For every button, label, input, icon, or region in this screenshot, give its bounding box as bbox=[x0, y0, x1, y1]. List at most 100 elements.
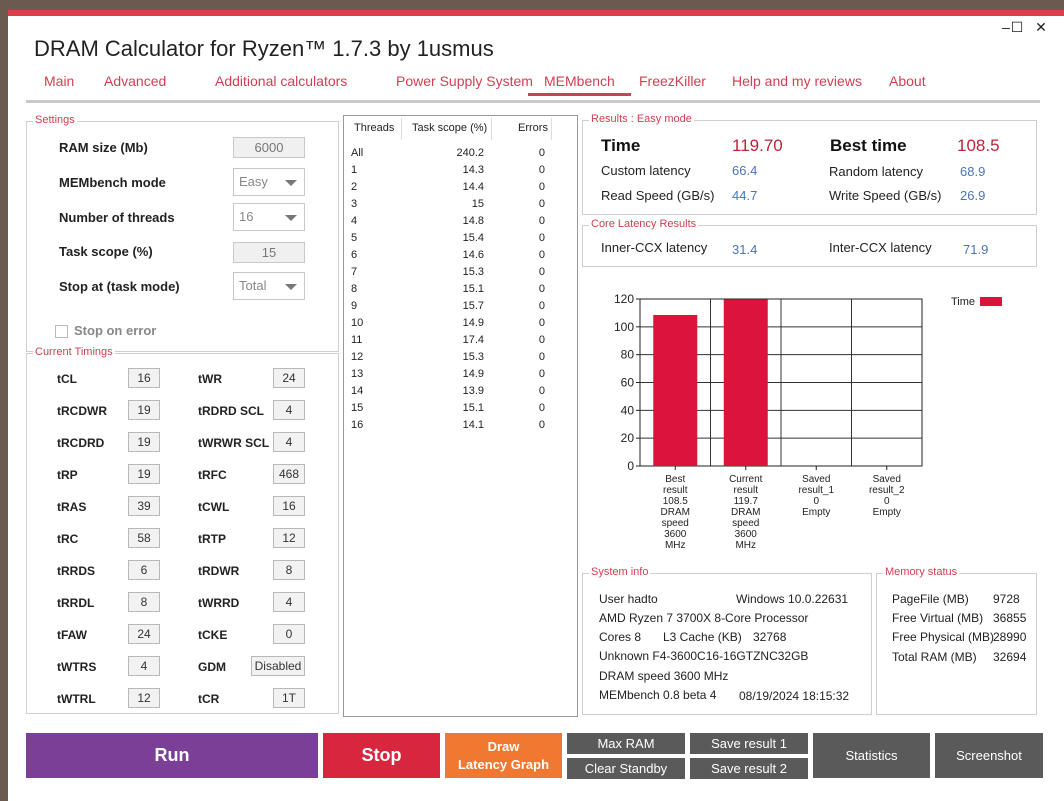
task-scope-cell: 17.4 bbox=[462, 334, 484, 346]
l3-cache-value: 32768 bbox=[753, 630, 787, 644]
x-tick-label: Best bbox=[665, 474, 685, 485]
timing-value[interactable]: 4 bbox=[273, 400, 305, 420]
dram-speed: DRAM speed 3600 MHz bbox=[599, 669, 729, 683]
user-name: User hadto bbox=[599, 592, 658, 606]
timing-value[interactable]: 4 bbox=[128, 656, 160, 676]
x-tick-label: speed bbox=[662, 518, 689, 529]
timing-value[interactable]: 24 bbox=[273, 368, 305, 388]
free-virtual-value: 36855 bbox=[993, 611, 1027, 625]
task-scope-cell: 15.3 bbox=[462, 266, 484, 278]
close-button[interactable]: ✕ bbox=[1035, 19, 1047, 35]
thread-id-cell: 12 bbox=[351, 351, 364, 363]
thread-id-cell: 10 bbox=[351, 317, 364, 329]
timing-value[interactable]: 16 bbox=[128, 368, 160, 388]
timing-value[interactable]: 19 bbox=[128, 432, 160, 452]
tab-main[interactable]: Main bbox=[44, 73, 75, 89]
errors-cell: 0 bbox=[538, 164, 545, 176]
timings-title: Current Timings bbox=[33, 346, 115, 358]
y-tick-label: 120 bbox=[614, 292, 634, 306]
timing-value[interactable]: 39 bbox=[128, 496, 160, 516]
membench-mode-select[interactable]: Easy bbox=[233, 168, 305, 196]
draw-button-line2: Latency Graph bbox=[457, 757, 550, 772]
os-version: Windows 10.0.22631 bbox=[736, 592, 849, 606]
task-scope-field[interactable]: 15 bbox=[233, 242, 305, 263]
stop-on-error-checkbox[interactable] bbox=[55, 325, 68, 338]
tab-membench[interactable]: MEMbench bbox=[528, 73, 631, 96]
timing-label: tCWL bbox=[198, 500, 230, 514]
x-tick-label: result_1 bbox=[798, 485, 834, 496]
core-count: Cores 8 bbox=[599, 630, 642, 644]
task-scope-cell: 15.7 bbox=[462, 300, 484, 312]
timing-value[interactable]: 19 bbox=[128, 400, 160, 420]
system-info-group: System info User hadto Windows 10.0.2263… bbox=[582, 566, 872, 715]
errors-cell: 0 bbox=[538, 317, 545, 329]
timing-value[interactable]: 0 bbox=[273, 624, 305, 644]
free-physical-value: 28990 bbox=[993, 630, 1027, 644]
pagefile-label: PageFile (MB) bbox=[892, 592, 969, 606]
timing-value[interactable]: 4 bbox=[273, 592, 305, 612]
tab-additional-calculators[interactable]: Additional calculators bbox=[215, 73, 348, 89]
errors-cell: 0 bbox=[538, 232, 545, 244]
thread-id-cell: 14 bbox=[351, 385, 364, 397]
timing-label: tRDWR bbox=[198, 564, 240, 578]
best-time-value: 108.5 bbox=[957, 136, 1000, 155]
stop-at-select[interactable]: Total bbox=[233, 272, 305, 300]
settings-title: Settings bbox=[33, 114, 77, 126]
memory-module: Unknown F4-3600C16-16GTZNC32GB bbox=[599, 649, 809, 663]
errors-cell: 0 bbox=[538, 249, 545, 261]
timing-value[interactable]: 16 bbox=[273, 496, 305, 516]
run-timestamp: 08/19/2024 18:15:32 bbox=[739, 689, 850, 703]
tab-advanced[interactable]: Advanced bbox=[104, 73, 167, 89]
minimize-button[interactable]: – bbox=[1002, 19, 1010, 35]
timing-label: tCKE bbox=[198, 628, 228, 642]
membench-mode-label: MEMbench mode bbox=[59, 175, 166, 190]
timing-value[interactable]: 19 bbox=[128, 464, 160, 484]
thread-id-cell: 8 bbox=[351, 283, 358, 295]
stop-button[interactable]: Stop bbox=[323, 733, 440, 778]
statistics-button[interactable]: Statistics bbox=[813, 733, 930, 778]
timing-value[interactable]: 4 bbox=[273, 432, 305, 452]
timing-value[interactable]: 12 bbox=[273, 528, 305, 548]
save-result-2-button[interactable]: Save result 2 bbox=[690, 758, 808, 779]
ram-size-field[interactable]: 6000 bbox=[233, 137, 305, 158]
timing-value[interactable]: 24 bbox=[128, 624, 160, 644]
draw-button-line1: Draw bbox=[487, 739, 520, 754]
x-tick-label: MHz bbox=[735, 540, 756, 551]
timing-value[interactable]: 8 bbox=[273, 560, 305, 580]
timing-value[interactable]: 58 bbox=[128, 528, 160, 548]
errors-cell: 0 bbox=[538, 334, 545, 346]
read-speed-value: 44.7 bbox=[732, 188, 758, 203]
cpu-name: AMD Ryzen 7 3700X 8-Core Processor bbox=[599, 611, 809, 625]
time-bar-chart: 020406080100120Bestresult108.5DRAMspeed3… bbox=[614, 292, 1002, 551]
timing-value[interactable]: Disabled bbox=[251, 656, 305, 676]
draw-latency-graph-button[interactable]: Draw Latency Graph bbox=[445, 733, 562, 778]
timing-value[interactable]: 468 bbox=[273, 464, 305, 484]
timing-value[interactable]: 8 bbox=[128, 592, 160, 612]
timing-value[interactable]: 1T bbox=[273, 688, 305, 708]
results-title: Results : Easy mode bbox=[589, 113, 694, 125]
tab-help-and-reviews[interactable]: Help and my reviews bbox=[732, 73, 862, 89]
threads-select[interactable]: 16 bbox=[233, 203, 305, 231]
timing-label: tRCDWR bbox=[57, 404, 107, 418]
tab-power-supply-system[interactable]: Power Supply System bbox=[396, 73, 533, 89]
total-ram-label: Total RAM (MB) bbox=[892, 650, 977, 664]
clear-standby-button[interactable]: Clear Standby bbox=[567, 758, 685, 779]
l3-cache-label: L3 Cache (KB) bbox=[663, 630, 742, 644]
app-window: – ☐ ✕ DRAM Calculator for Ryzen™ 1.7.3 b… bbox=[8, 10, 1064, 801]
timing-value[interactable]: 12 bbox=[128, 688, 160, 708]
task-scope-cell: 14.9 bbox=[462, 317, 484, 329]
save-result-1-button[interactable]: Save result 1 bbox=[690, 733, 808, 754]
run-button[interactable]: Run bbox=[26, 733, 318, 778]
y-tick-label: 80 bbox=[621, 348, 635, 362]
pagefile-value: 9728 bbox=[993, 592, 1020, 606]
screenshot-button[interactable]: Screenshot bbox=[935, 733, 1043, 778]
x-tick-label: speed bbox=[732, 518, 759, 529]
tab-about[interactable]: About bbox=[889, 73, 926, 89]
max-ram-button[interactable]: Max RAM bbox=[567, 733, 685, 754]
x-tick-label: Empty bbox=[802, 507, 830, 518]
tab-freezkiller[interactable]: FreezKiller bbox=[639, 73, 706, 89]
timing-value[interactable]: 6 bbox=[128, 560, 160, 580]
maximize-button[interactable]: ☐ bbox=[1010, 19, 1024, 35]
timing-label: tRRDS bbox=[57, 564, 95, 578]
task-scope-label: Task scope (%) bbox=[59, 244, 153, 259]
